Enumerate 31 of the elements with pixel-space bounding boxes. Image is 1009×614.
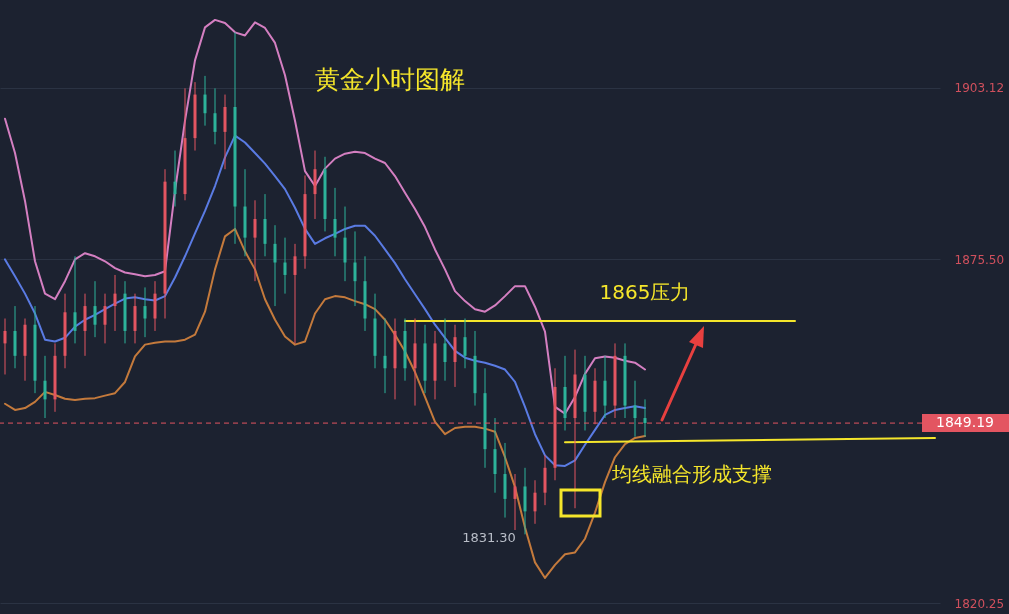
- candlestick: [273, 224, 277, 307]
- candlestick: [173, 150, 177, 208]
- candlestick: [73, 255, 77, 344]
- candlestick: [333, 187, 337, 257]
- y-tick-label: 1875.50: [954, 252, 1005, 267]
- candlestick: [293, 243, 297, 344]
- candlestick: [43, 355, 47, 419]
- candlestick: [213, 87, 217, 145]
- ref-line-label: 1849.19: [936, 414, 994, 431]
- candlestick: [643, 398, 647, 438]
- candlestick: [633, 380, 637, 438]
- candlestick: [383, 318, 387, 394]
- text: 黄金小时图解: [315, 65, 465, 94]
- candlestick: [3, 318, 7, 375]
- y-tick-label: 1903.12: [954, 81, 1005, 96]
- candlestick: [353, 230, 357, 307]
- candlestick: [283, 237, 287, 295]
- annotation: 1831.30: [462, 530, 516, 545]
- annotation: 1865压力: [599, 280, 691, 304]
- candlestick: [203, 75, 207, 127]
- annotation: 均线融合形成支撑: [611, 462, 772, 486]
- candlestick: [513, 473, 517, 531]
- y-tick-label: 1820.25: [954, 596, 1005, 611]
- candlestick: [103, 293, 107, 344]
- candlestick: [113, 274, 117, 332]
- candlestick: [533, 479, 537, 525]
- candlestick: [93, 280, 97, 338]
- candlestick: [463, 318, 467, 369]
- candlestick: [143, 286, 147, 338]
- candlestick: [443, 318, 447, 382]
- candlestick: [253, 199, 257, 282]
